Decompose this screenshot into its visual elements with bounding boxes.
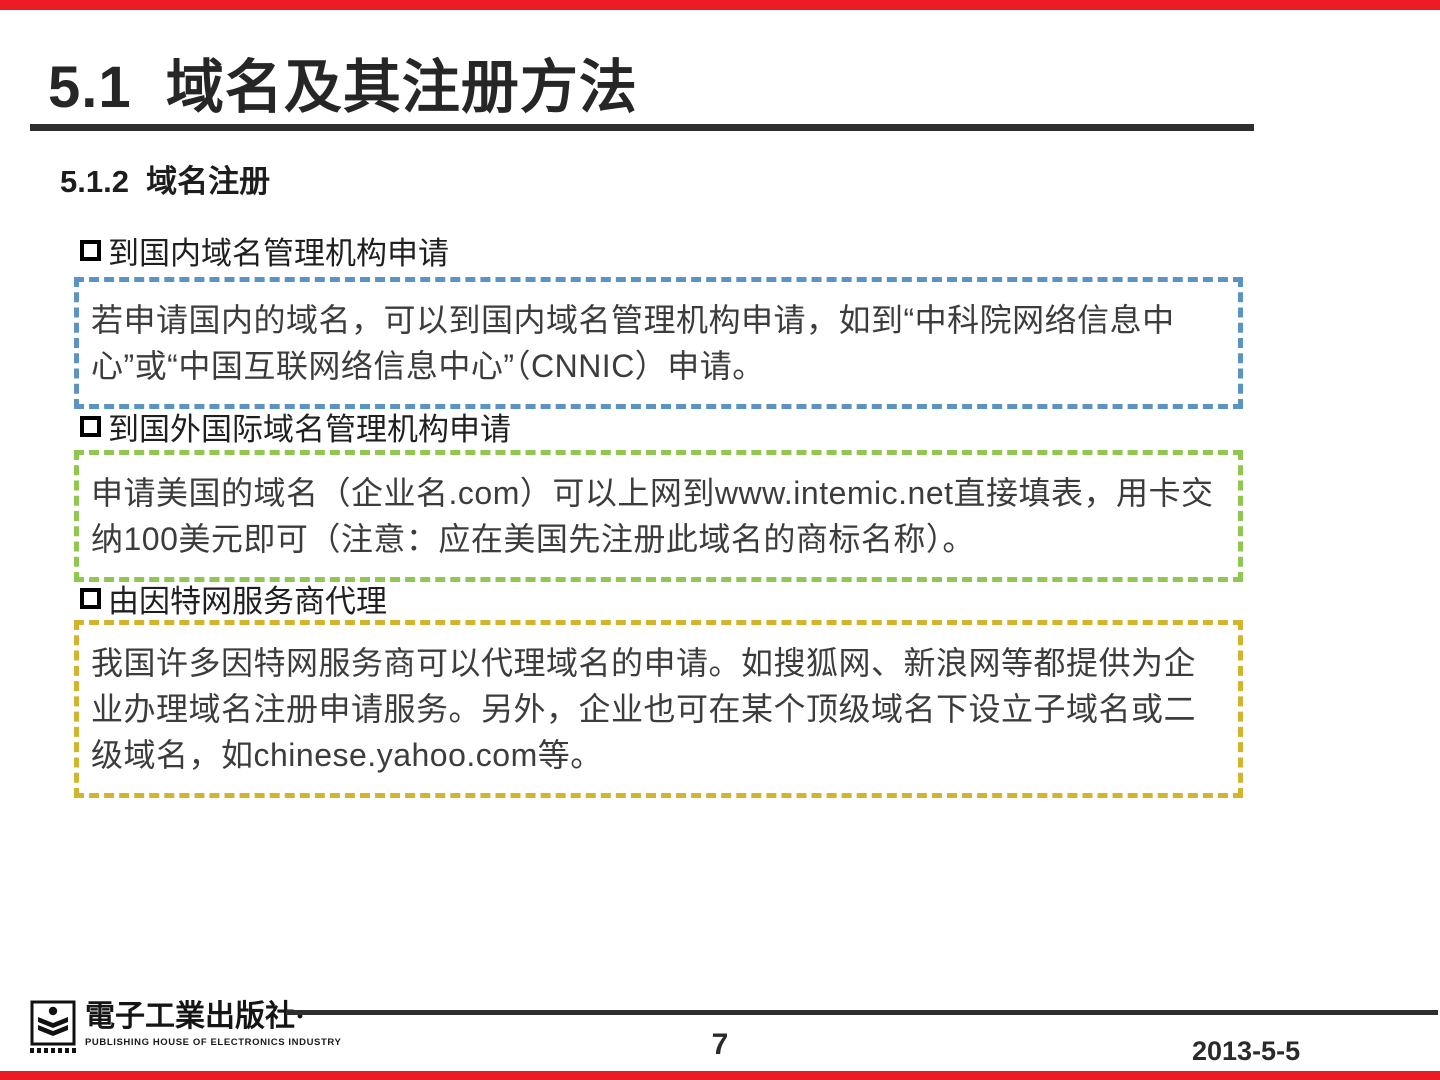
section-subtitle: 5.1.2 域名注册 [60,164,271,199]
bullet-heading-label: 由因特网服务商代理 [108,584,387,619]
title-divider [30,124,1254,131]
book-logo-icon [30,1000,76,1046]
bullet-heading-label: 到国外国际域名管理机构申请 [108,412,511,447]
publisher-logo: 電子工業出版社· PUBLISHING HOUSE OF ELECTRONICS… [30,1000,341,1053]
square-bullet-icon [80,240,101,261]
bottom-red-accent-bar [0,1071,1440,1080]
publisher-name-en: PUBLISHING HOUSE OF ELECTRONICS INDUSTRY [85,1037,342,1048]
square-bullet-icon [80,588,101,609]
callout-box-domestic: 若申请国内的域名，可以到国内域名管理机构申请，如到“中科院网络信息中心”或“中国… [74,277,1243,409]
top-red-accent-bar [0,0,1440,10]
callout-box-international: 申请美国的域名（企业名.com）可以上网到www.intemic.net直接填表… [74,450,1243,582]
callout-box-isp-agent: 我国许多因特网服务商可以代理域名的申请。如搜狐网、新浪网等都提供为企业办理域名注… [74,620,1243,798]
bullet-heading-domestic: 到国内域名管理机构申请 [80,228,449,273]
page-title: 5.1 域名及其注册方法 [48,55,638,120]
footer-date: 2013-5-5 [1192,1036,1301,1066]
publisher-name-block: 電子工業出版社· PUBLISHING HOUSE OF ELECTRONICS… [85,1000,341,1048]
publisher-logo-icon [30,1000,76,1053]
page-number: 7 [711,1028,729,1061]
square-bullet-icon [80,416,101,437]
publisher-name-cn: 電子工業出版社· [85,1000,306,1033]
logo-caption-strip [30,1048,76,1053]
bullet-heading-label: 到国内域名管理机构申请 [108,236,449,271]
footer-divider [286,1010,1438,1015]
bullet-heading-international: 到国外国际域名管理机构申请 [80,404,511,449]
bullet-heading-isp-agent: 由因特网服务商代理 [80,576,387,621]
